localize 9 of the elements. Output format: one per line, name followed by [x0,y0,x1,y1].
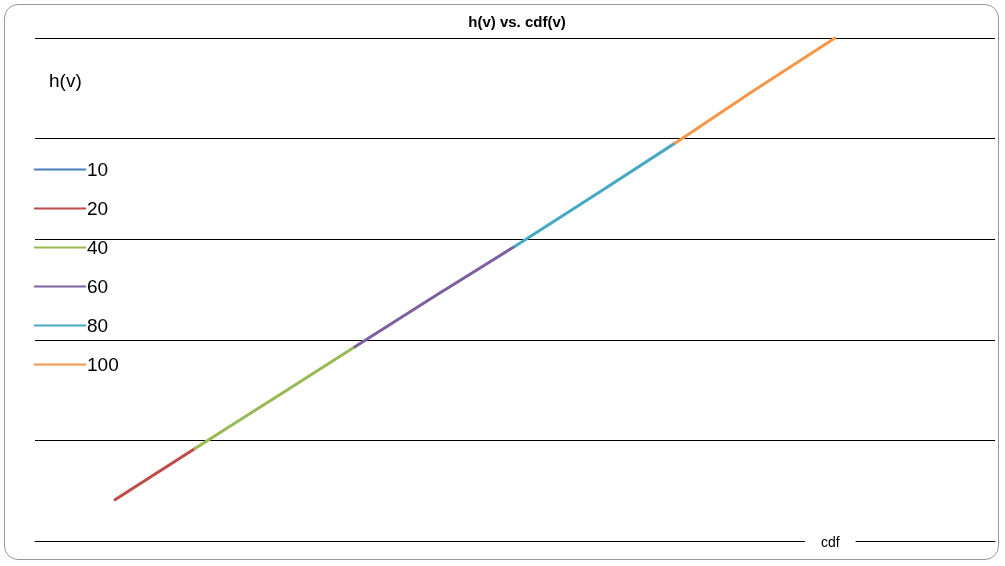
legend-label: 40 [87,237,109,258]
legend-label: 100 [87,354,119,375]
legend-label: 20 [87,198,109,219]
y-axis-title: h(v) [49,70,82,91]
legend-label: 80 [87,315,109,336]
chart-title: h(v) vs. cdf(v) [468,13,566,30]
legend-label: 10 [87,159,109,180]
legend-label: 60 [87,276,109,297]
x-axis-title: cdf [821,534,840,550]
